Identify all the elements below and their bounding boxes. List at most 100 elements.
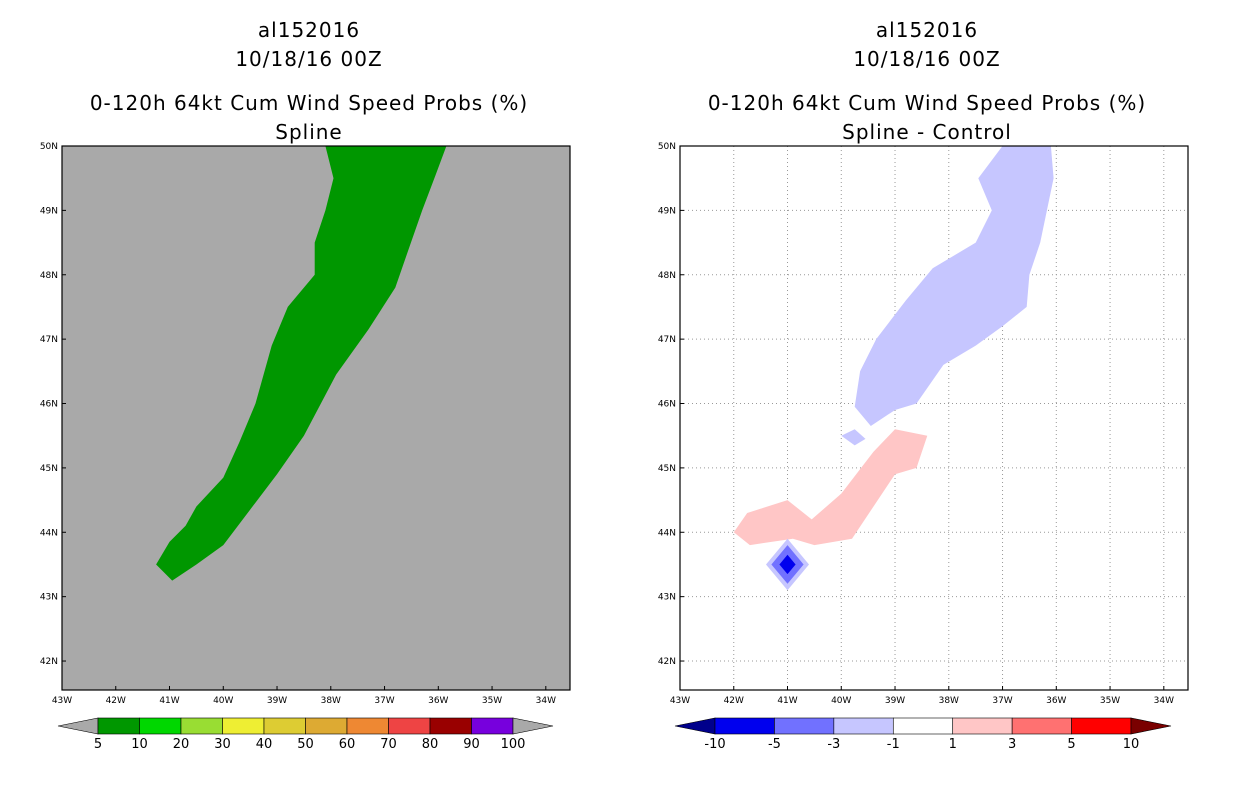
- x-tick-label: 43W: [52, 696, 72, 706]
- map-frame: [61, 145, 571, 691]
- x-tick-label: 37W: [374, 696, 394, 706]
- y-tick-label: 43N: [658, 593, 676, 603]
- colorbar-left-arrow: [57, 717, 99, 735]
- x-tick-label: 41W: [777, 696, 797, 706]
- colorbar-label: 70: [380, 737, 397, 752]
- colorbar-swatch: [139, 717, 182, 735]
- left-title-line-4: Spline: [275, 120, 342, 144]
- x-tick-label: 35W: [482, 696, 502, 706]
- right-colorbar: -10 -5 -3 -1 1 3 5 10: [674, 717, 1172, 752]
- colorbar-swatch: [222, 717, 265, 735]
- colorbar-label: 5: [94, 737, 102, 752]
- colorbar-label: 80: [422, 737, 439, 752]
- colorbar-label: -1: [887, 737, 900, 752]
- y-tick-label: 46N: [40, 400, 58, 410]
- colorbar-label: 1: [949, 737, 957, 752]
- colorbar-label: -5: [768, 737, 781, 752]
- map-frame: [679, 145, 1189, 691]
- colorbar-swatch: [180, 717, 223, 735]
- x-tick-label: 34W: [1154, 696, 1174, 706]
- colorbar-swatch: [471, 717, 514, 735]
- colorbar-label: -10: [704, 737, 725, 752]
- left-map-panel: 43W 42W 41W 40W 39W 38W 37W 36W 35W 34W 42N 43N 44N 4…: [40, 142, 571, 706]
- colorbar-swatch: [1071, 717, 1132, 735]
- colorbar-swatch: [833, 717, 894, 735]
- map-contours: [156, 146, 447, 581]
- right-title-line-3: 0-120h 64kt Cum Wind Speed Probs (%): [708, 91, 1146, 115]
- colorbar-right-arrow: [1130, 717, 1172, 735]
- left-title-line-3: 0-120h 64kt Cum Wind Speed Probs (%): [90, 91, 528, 115]
- x-tick-label: 35W: [1100, 696, 1120, 706]
- y-tick-label: 43N: [40, 593, 58, 603]
- right-panel-title: al152016 10/18/16 00Z 0-120h 64kt Cum Wi…: [708, 18, 1146, 144]
- colorbar-swatch: [263, 717, 306, 735]
- y-axis: 42N 43N 44N 45N 46N 47N 48N 49N 50N: [658, 142, 684, 667]
- x-tick-label: 42W: [106, 696, 126, 706]
- colorbar-swatch: [346, 717, 389, 735]
- y-tick-label: 50N: [40, 142, 58, 152]
- colorbar-right-arrow: [512, 717, 554, 735]
- y-tick-label: 45N: [40, 464, 58, 474]
- contour-region-5-10: [156, 146, 447, 581]
- colorbar-label: 5: [1067, 737, 1075, 752]
- contour-region--3to-1: [841, 429, 866, 446]
- right-title-line-2: 10/18/16 00Z: [853, 47, 1000, 71]
- y-tick-label: 42N: [40, 657, 58, 667]
- y-tick-label: 44N: [658, 528, 676, 538]
- y-tick-label: 42N: [658, 657, 676, 667]
- x-tick-label: 41W: [159, 696, 179, 706]
- x-axis: 43W 42W 41W 40W 39W 38W 37W 36W 35W 34W: [670, 686, 1174, 706]
- colorbar-label: 40: [256, 737, 273, 752]
- y-tick-label: 48N: [658, 271, 676, 281]
- x-tick-label: 36W: [428, 696, 448, 706]
- y-tick-label: 44N: [40, 528, 58, 538]
- colorbar-label: 3: [1008, 737, 1016, 752]
- colorbar-left-arrow: [674, 717, 716, 735]
- colorbar-swatch: [714, 717, 775, 735]
- x-tick-label: 38W: [321, 696, 341, 706]
- y-tick-label: 49N: [658, 206, 676, 216]
- colorbar-swatch: [774, 717, 835, 735]
- colorbar-label: 60: [339, 737, 356, 752]
- colorbar-swatch: [429, 717, 472, 735]
- y-tick-label: 47N: [658, 335, 676, 345]
- contour-region-1to3: [733, 429, 928, 546]
- colorbar-swatch: [1011, 717, 1072, 735]
- left-title-line-1: al152016: [258, 18, 360, 42]
- contour-region--3to-1: [854, 146, 1054, 426]
- left-title-line-2: 10/18/16 00Z: [235, 47, 382, 71]
- gridlines: [680, 146, 1188, 690]
- x-tick-label: 39W: [885, 696, 905, 706]
- colorbar-label: 10: [131, 737, 148, 752]
- right-title-line-1: al152016: [876, 18, 978, 42]
- colorbar-swatch: [952, 717, 1013, 735]
- x-tick-label: 40W: [831, 696, 851, 706]
- y-tick-label: 45N: [658, 464, 676, 474]
- colorbar-label: 10: [1123, 737, 1140, 752]
- y-tick-label: 46N: [658, 400, 676, 410]
- x-tick-label: 36W: [1046, 696, 1066, 706]
- y-tick-label: 47N: [40, 335, 58, 345]
- x-tick-label: 34W: [536, 696, 556, 706]
- y-tick-label: 50N: [658, 142, 676, 152]
- right-title-line-4: Spline - Control: [842, 120, 1012, 144]
- colorbar-swatch: [388, 717, 431, 735]
- x-tick-label: 39W: [267, 696, 287, 706]
- x-tick-label: 43W: [670, 696, 690, 706]
- left-colorbar: 5 10 20 30 40 50 60 70 80 90 100: [57, 717, 554, 752]
- colorbar-label: 50: [297, 737, 314, 752]
- y-tick-label: 49N: [40, 206, 58, 216]
- colorbar-swatch: [892, 717, 954, 735]
- y-tick-label: 48N: [40, 271, 58, 281]
- colorbar-label: 30: [214, 737, 231, 752]
- colorbar-label: 90: [463, 737, 480, 752]
- x-axis: 43W 42W 41W 40W 39W 38W 37W 36W 35W 34W: [52, 686, 556, 706]
- map-background: [62, 146, 570, 690]
- x-tick-label: 40W: [213, 696, 233, 706]
- x-tick-label: 38W: [939, 696, 959, 706]
- colorbar-label: 100: [501, 737, 526, 752]
- colorbar-label: 20: [173, 737, 190, 752]
- colorbar-swatch: [97, 717, 140, 735]
- x-tick-label: 42W: [724, 696, 744, 706]
